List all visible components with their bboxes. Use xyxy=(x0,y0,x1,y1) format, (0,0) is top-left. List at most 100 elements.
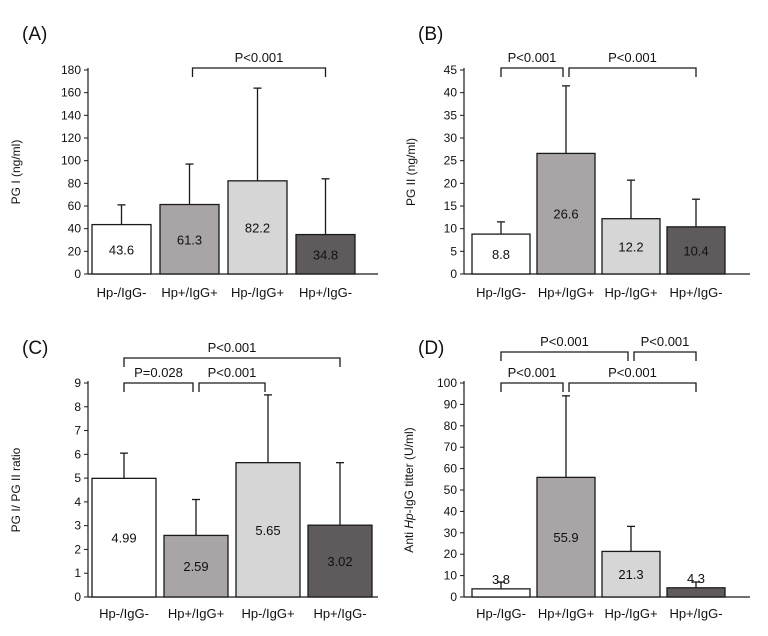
y-tick-label: 60 xyxy=(68,199,82,213)
y-tick-label: 30 xyxy=(444,131,458,145)
x-tick-label: Hp-/IgG- xyxy=(476,285,526,300)
chart-panel-d: (D) 0 10 20 30 40 50 60 70 80 90 100 Anti Hp-IgG tit… xyxy=(402,334,750,621)
x-tick-label: Hp+/IgG+ xyxy=(538,606,594,621)
data-label: 21.3 xyxy=(618,567,643,582)
y-tick-label: 2 xyxy=(74,542,81,556)
data-label: 43.6 xyxy=(109,242,134,257)
y-tick-label: 30 xyxy=(444,526,458,540)
significance-bracket xyxy=(123,357,341,367)
y-axis-label: PG I (ng/ml) xyxy=(9,140,23,205)
significance-bracket xyxy=(568,67,697,77)
bar xyxy=(159,203,220,275)
bar xyxy=(536,476,596,598)
y-tick-label: 35 xyxy=(444,108,458,122)
data-label: 3.8 xyxy=(492,572,510,587)
significance-label: P<0.001 xyxy=(608,365,657,380)
x-tick-label: Hp-/IgG+ xyxy=(604,606,657,621)
y-tick-label: 100 xyxy=(437,376,457,390)
y-tick-label: 80 xyxy=(444,419,458,433)
y-axis-label-suffix: -IgG titter (U/ml) xyxy=(402,427,416,513)
bar xyxy=(471,233,531,275)
y-tick-label: 25 xyxy=(444,154,458,168)
y-axis-label-part: Anti xyxy=(402,529,416,553)
data-label: 2.59 xyxy=(183,559,208,574)
data-label: 5.65 xyxy=(255,523,280,538)
bar xyxy=(227,180,288,275)
data-label: 4.99 xyxy=(111,531,136,546)
chart-panel-c: (C) 0 1 2 3 4 5 6 7 8 9 PG I/ PG II ratio 4.99 Hp-/Ig… xyxy=(9,338,378,621)
significance-bracket xyxy=(500,67,564,77)
x-tick-label: Hp-/IgG+ xyxy=(604,285,657,300)
significance-bracket xyxy=(500,351,629,361)
y-tick-label: 20 xyxy=(444,547,458,561)
y-tick-label: 80 xyxy=(68,176,82,190)
y-tick-label: 50 xyxy=(444,483,458,497)
panel-label: (A) xyxy=(22,24,47,45)
y-tick-label: 10 xyxy=(444,569,458,583)
y-axis-label-part: PG II (ng/ml) xyxy=(404,138,418,206)
bar xyxy=(235,462,301,598)
bar xyxy=(536,152,596,275)
y-axis-label: Anti Hp-IgG titter (U/ml) xyxy=(402,427,416,552)
y-tick-label: 8 xyxy=(74,400,81,414)
y-tick-label: 10 xyxy=(444,222,458,236)
y-tick-label: 120 xyxy=(61,131,81,145)
data-label: 26.6 xyxy=(553,207,578,222)
y-tick-label: 0 xyxy=(74,590,81,604)
y-tick-label: 20 xyxy=(68,244,82,258)
y-axis-label-part: PG I/ PG II ratio xyxy=(9,447,23,532)
x-tick-label: Hp+/IgG- xyxy=(669,606,722,621)
y-tick-label: 15 xyxy=(444,199,458,213)
x-tick-label: Hp-/IgG- xyxy=(97,285,147,300)
y-axis-label: PG II (ng/ml) xyxy=(404,138,418,206)
y-tick-label: 140 xyxy=(61,108,81,122)
data-label: 12.2 xyxy=(618,239,643,254)
significance-label: P<0.001 xyxy=(508,50,557,65)
significance-bracket xyxy=(568,382,697,392)
data-label: 34.8 xyxy=(313,247,338,262)
y-tick-label: 9 xyxy=(74,376,81,390)
chart-panel-a: (A) 0 20 40 60 80 100 120 140 160 180 PG I (ng/ml) 4… xyxy=(9,24,378,300)
y-tick-label: 40 xyxy=(444,86,458,100)
y-tick-label: 180 xyxy=(61,63,81,77)
data-label: 3.02 xyxy=(327,554,352,569)
y-axis-label-italic: Hp xyxy=(402,513,416,529)
y-tick-label: 5 xyxy=(74,471,81,485)
y-tick-label: 6 xyxy=(74,447,81,461)
y-tick-label: 40 xyxy=(68,222,82,236)
data-label: 4.3 xyxy=(687,571,705,586)
y-tick-label: 90 xyxy=(444,397,458,411)
bar xyxy=(91,477,157,598)
panel-label: (D) xyxy=(418,338,444,359)
y-tick-label: 4 xyxy=(74,495,81,509)
x-tick-label: Hp+/IgG+ xyxy=(168,606,224,621)
bar xyxy=(91,223,152,275)
y-tick-label: 0 xyxy=(450,590,457,604)
panel-label: (C) xyxy=(22,338,48,359)
significance-label: P=0.028 xyxy=(134,365,183,380)
bar xyxy=(295,233,356,275)
significance-bracket xyxy=(500,382,564,392)
y-tick-label: 70 xyxy=(444,440,458,454)
significance-bracket xyxy=(198,382,266,392)
y-tick-label: 1 xyxy=(74,566,81,580)
x-tick-label: Hp+/IgG+ xyxy=(538,285,594,300)
x-tick-label: Hp-/IgG- xyxy=(99,606,149,621)
y-tick-label: 0 xyxy=(450,267,457,281)
y-tick-label: 7 xyxy=(74,424,81,438)
significance-bracket xyxy=(123,382,194,392)
bar xyxy=(163,534,229,598)
x-tick-label: Hp-/IgG+ xyxy=(231,285,284,300)
y-tick-label: 20 xyxy=(444,176,458,190)
bar xyxy=(307,524,373,598)
panel-label: (B) xyxy=(418,24,443,45)
significance-label: P<0.001 xyxy=(208,340,257,355)
bar xyxy=(471,588,531,598)
data-label: 10.4 xyxy=(683,243,708,258)
significance-label: P<0.001 xyxy=(208,365,257,380)
y-tick-label: 3 xyxy=(74,519,81,533)
bar xyxy=(666,226,726,275)
significance-label: P<0.001 xyxy=(235,50,284,65)
significance-bracket xyxy=(633,351,697,361)
